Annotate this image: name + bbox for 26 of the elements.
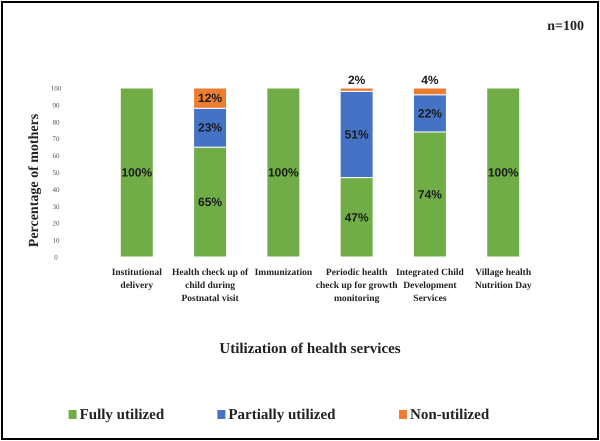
bar xyxy=(266,88,300,258)
data-label: 12% xyxy=(198,91,222,106)
text: n=100 xyxy=(547,19,584,34)
data-label: 47% xyxy=(344,210,369,224)
x-tick-label: Institutional delivery xyxy=(112,268,162,291)
legend-label: Non-utilized xyxy=(410,407,490,423)
x-tick-label: Village health Nutrition Day xyxy=(474,268,532,291)
data-label: 51% xyxy=(344,127,369,142)
bar xyxy=(120,88,154,258)
data-label: 100% xyxy=(488,166,519,180)
x-axis-title: Utilization of health services xyxy=(219,341,401,357)
y-axis-title: Percentage of mothers xyxy=(27,113,42,248)
data-label: 100% xyxy=(268,166,300,180)
data-label: 100% xyxy=(121,166,152,180)
data-label: 74% xyxy=(418,187,442,202)
data-label: 65% xyxy=(198,195,222,210)
data-label: 4% xyxy=(421,73,439,87)
data-label: 2% xyxy=(348,73,366,87)
legend-label: Fully utilized xyxy=(80,407,165,423)
legend-label: Partially utilized xyxy=(228,407,336,423)
x-tick-label: Health check up of child during Postnatal visit xyxy=(172,268,250,304)
x-tick-label: Immunization xyxy=(254,268,313,278)
x-tick-label: Integrated Child Development Services xyxy=(396,268,465,304)
data-label: 23% xyxy=(198,120,222,135)
bar xyxy=(486,88,520,258)
data-label: 22% xyxy=(418,106,442,120)
